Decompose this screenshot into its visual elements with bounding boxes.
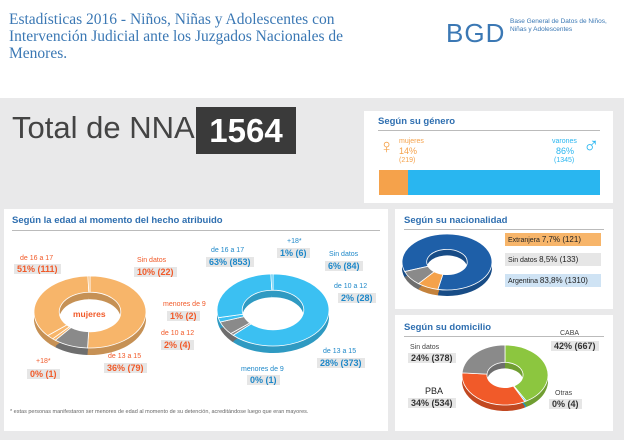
logo-subtitle: Base General de Datos de Niños, Niñas y … — [510, 18, 607, 33]
varones-pct: 86% — [556, 146, 575, 156]
varones-donut-label: varones — [256, 308, 289, 318]
nac-extranjera-value: 7,7% (121) — [541, 235, 581, 244]
edad-footnote: * estas personas manifestaron ser menore… — [10, 409, 309, 415]
genero-bar-mujeres — [379, 170, 408, 195]
m-label-13-15-value: 36% (79) — [104, 363, 147, 373]
m-label-18-name: +18* — [36, 358, 51, 365]
nac-argentina: Argentina 83,8% (1310) — [505, 274, 601, 287]
nac-argentina-name: Argentina — [508, 278, 538, 285]
genero-title: Según su género — [378, 116, 456, 127]
m-label-18-value: 0% (1) — [27, 369, 60, 379]
dom-pba-name: PBA — [425, 386, 444, 396]
varones-count: (1345) — [554, 157, 575, 164]
domicilio-slice-caba — [504, 344, 549, 402]
m-label-m9-value: 1% (2) — [167, 311, 200, 321]
total-label: Total de NNA: — [12, 110, 204, 145]
total-value: 1564 — [196, 107, 296, 154]
v-label-10-12-name: de 10 a 12 — [334, 283, 368, 290]
dom-sd-name: Sin datos — [410, 344, 440, 351]
varones-label: varones — [552, 138, 577, 145]
v-label-13-15-name: de 13 a 15 — [323, 348, 357, 355]
nacionalidad-title: Según su nacionalidad — [404, 215, 508, 226]
m-label-10-12-value: 2% (4) — [161, 340, 194, 350]
nac-sindatos: Sin datos 8,5% (133) — [505, 253, 601, 266]
v-label-18-name: +18* — [287, 238, 302, 245]
edad-mujeres-slice-de-16-a-17 — [87, 275, 147, 349]
varones-icon: ♂ — [583, 133, 600, 158]
panel-domicilio — [395, 315, 613, 431]
mujeres-donut-label: mujeres — [73, 309, 106, 319]
m-label-sd-value: 10% (22) — [134, 267, 177, 277]
logo: BGD — [446, 18, 506, 48]
edad-mujeres-slice--18- — [87, 275, 91, 293]
nac-sindatos-value: 8,5% (133) — [539, 255, 579, 264]
nac-extranjera: Extranjera 7,7% (121) — [505, 233, 601, 246]
mujeres-count: (219) — [399, 157, 416, 164]
nacionalidad-slice-argentina — [401, 233, 493, 291]
v-label-sd-value: 6% (84) — [325, 261, 363, 271]
m-label-sd-name: Sin datos — [137, 257, 167, 264]
m-label-16-17-name: de 16 a 17 — [20, 255, 54, 262]
mujeres-label: mujeres — [399, 138, 424, 145]
dom-otras-name: Otras — [555, 390, 573, 397]
domicilio-slice-pba — [461, 372, 526, 406]
nacionalidad-slice-sin-datos — [404, 265, 435, 285]
m-label-m9-name: menores de 9 — [163, 301, 206, 308]
dom-pba-value: 34% (534) — [408, 398, 456, 408]
v-label-10-12-value: 2% (28) — [338, 293, 376, 303]
v-label-16-17-name: de 16 a 17 — [211, 247, 245, 254]
v-label-16-17-value: 63% (853) — [206, 257, 254, 267]
nac-extranjera-name: Extranjera — [508, 237, 540, 244]
v-label-m9-name: menores de 9 — [241, 366, 284, 373]
dom-caba-value: 42% (667) — [551, 341, 599, 351]
v-label-m9-value: 0% (1) — [247, 375, 280, 385]
mujeres-icon: ♀ — [379, 136, 394, 158]
edad-mujeres-slice-de-13-a-15 — [33, 275, 90, 337]
dom-caba-name: CABA — [560, 330, 580, 337]
genero-bar-varones — [408, 170, 600, 195]
page-title: Estadísticas 2016 - Niños, Niñas y Adole… — [9, 11, 343, 62]
edad-varones-slice-menores-de-9 — [270, 273, 274, 291]
nac-sindatos-name: Sin datos — [508, 257, 538, 264]
domicilio-title: Según su domicilio — [404, 322, 492, 333]
edad-title: Según la edad al momento del hecho atrib… — [12, 215, 223, 226]
m-label-16-17-value: 51% (111) — [14, 264, 61, 274]
domicilio-slice-sin-datos — [461, 344, 506, 375]
v-label-sd-name: Sin datos — [329, 251, 359, 258]
m-label-13-15-name: de 13 a 15 — [108, 353, 142, 360]
nac-argentina-value: 83,8% (1310) — [539, 276, 588, 285]
m-label-10-12-name: de 10 a 12 — [161, 330, 195, 337]
edad-varones-slice-de-16-a-17 — [232, 273, 330, 347]
v-label-13-15-value: 28% (373) — [317, 358, 365, 368]
v-label-18-value: 1% (6) — [277, 248, 310, 258]
mujeres-pct: 14% — [399, 146, 418, 156]
dom-sd-value: 24% (378) — [408, 353, 456, 363]
dom-otras-value: 0% (4) — [549, 399, 582, 409]
